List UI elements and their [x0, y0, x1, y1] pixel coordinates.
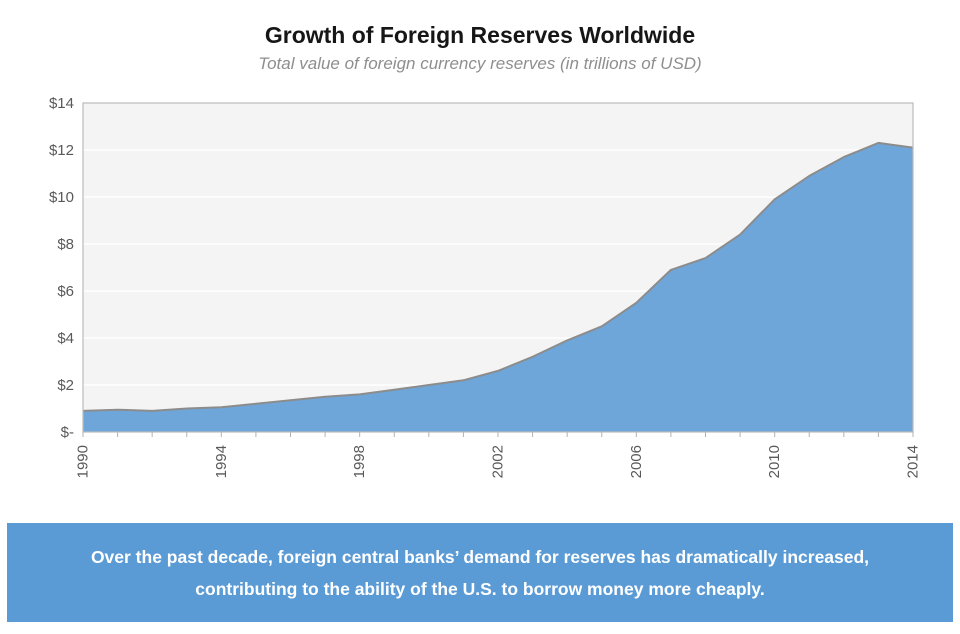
y-tick-label: $2 [57, 377, 74, 394]
caption-line-1: Over the past decade, foreign central ba… [90, 546, 870, 567]
x-tick-label: 1994 [213, 445, 230, 478]
x-tick-label: 1998 [351, 445, 368, 478]
y-tick-label: $6 [57, 283, 74, 300]
x-tick-label: 2006 [628, 445, 645, 478]
x-tick-label: 2010 [766, 445, 783, 478]
caption-box: Over the past decade, foreign central ba… [7, 523, 953, 622]
y-tick-label: $8 [57, 236, 74, 253]
x-tick-label: 1990 [75, 445, 92, 478]
chart-subtitle: Total value of foreign currency reserves… [258, 54, 702, 73]
chart-title: Growth of Foreign Reserves Worldwide [264, 22, 696, 48]
y-tick-label: $4 [57, 330, 74, 347]
reserves-line [82, 141, 914, 412]
y-tick-label: $- [61, 424, 74, 441]
y-tick-label: $14 [49, 95, 74, 112]
x-tick-label: 2014 [905, 445, 922, 478]
y-tick-label: $12 [49, 142, 74, 159]
reserves-area [83, 142, 913, 432]
caption-line-2: contributing to the ability of the U.S. … [195, 578, 765, 599]
x-tick-label: 2002 [490, 445, 507, 478]
y-tick-label: $10 [49, 189, 74, 206]
